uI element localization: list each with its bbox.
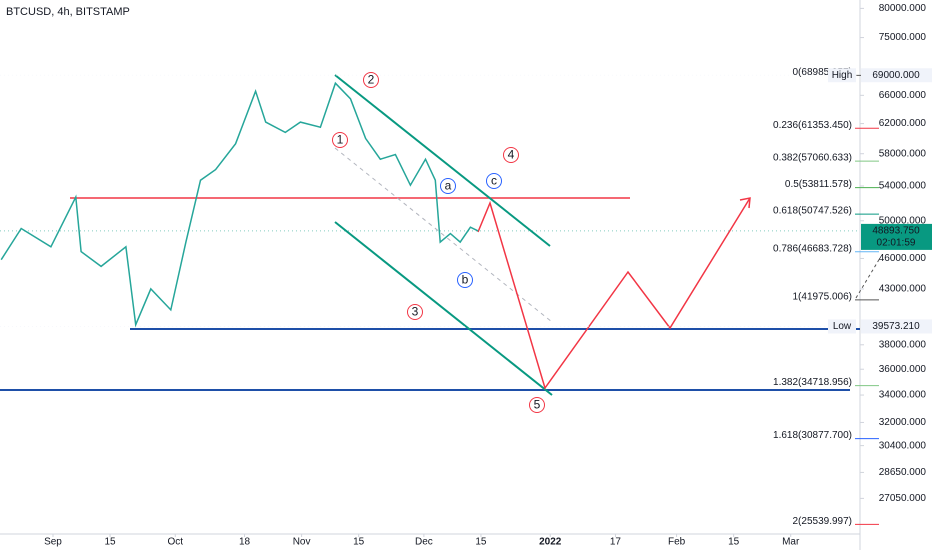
- fib-label: 0.618(50747.526): [773, 206, 852, 217]
- drawings: [0, 74, 881, 396]
- fib-label: 2(25539.997): [793, 516, 853, 527]
- channel-line: [334, 74, 551, 247]
- price-badge: [861, 319, 932, 334]
- price-badge-label: 48893.750: [872, 226, 920, 237]
- x-tick-label: Mar: [782, 537, 800, 548]
- y-tick-label: 62000.000: [879, 118, 927, 129]
- fib-label: 1.618(30877.700): [773, 430, 852, 441]
- wave-circle: [486, 173, 502, 189]
- y-tick-label: 30400.000: [879, 440, 927, 451]
- wave-circle: [440, 178, 456, 194]
- y-tick-label: 28650.000: [879, 467, 927, 478]
- fib-label: 0(68985.957): [793, 67, 853, 78]
- fib-label: 1(41975.006): [793, 291, 853, 302]
- x-tick-label: 15: [104, 537, 116, 548]
- y-tick-label: 75000.000: [879, 32, 927, 43]
- x-tick-label: Feb: [668, 537, 686, 548]
- x-tick-label: 17: [610, 537, 622, 548]
- wave-label: c: [491, 174, 497, 188]
- x-tick-label: Nov: [293, 537, 311, 548]
- x-tick-label: Oct: [167, 537, 183, 548]
- wave-circle: [529, 397, 545, 413]
- wave-circle: [503, 147, 519, 163]
- countdown: 02:01:59: [877, 238, 916, 249]
- price-badge-label: 69000.000: [872, 70, 920, 81]
- y-tick-label: 32000.000: [879, 417, 927, 428]
- wave-label: 2: [368, 73, 375, 87]
- price-line: [0, 81, 479, 328]
- wave-circle: [363, 72, 379, 88]
- fib-trend: [855, 257, 881, 299]
- y-tick-label: 66000.000: [879, 90, 927, 101]
- fib-label: 1.382(34718.956): [773, 377, 852, 388]
- price-badge: [861, 68, 932, 83]
- y-tick-label: 34000.000: [879, 390, 927, 401]
- arrow-head: [739, 197, 751, 209]
- projection: [477, 197, 751, 390]
- wave-circle: [332, 132, 348, 148]
- y-tick-label: 58000.000: [879, 148, 927, 159]
- fib-label: 0.786(46683.728): [773, 243, 852, 254]
- fib-label: 0.236(61353.450): [773, 120, 852, 131]
- x-tick-label: 2022: [539, 537, 562, 548]
- y-tick-label: 80000.000: [879, 3, 927, 14]
- price-badge: [861, 223, 932, 250]
- y-tick-label: 27050.000: [879, 493, 927, 504]
- x-tick-label: Sep: [44, 537, 62, 548]
- wave-label: 1: [337, 133, 344, 147]
- badge-tag: [828, 319, 856, 334]
- wave-label: 5: [534, 398, 541, 412]
- x-tick-label: 15: [475, 537, 487, 548]
- fib-label: 0.5(53811.578): [785, 179, 852, 190]
- wave-circle: [457, 272, 473, 288]
- badge-tag-label: High: [832, 70, 853, 81]
- mid-line: [334, 147, 553, 323]
- wave-label: b: [462, 273, 469, 287]
- x-tick-label: 18: [239, 537, 251, 548]
- y-tick-label: 36000.000: [879, 364, 927, 375]
- x-tick-label: 15: [353, 537, 365, 548]
- channel-line: [334, 221, 553, 396]
- fib-label: 0.382(57060.633): [773, 153, 852, 164]
- y-tick-label: 38000.000: [879, 339, 927, 350]
- y-tick-label: 43000.000: [879, 284, 927, 295]
- wave-label: 3: [412, 305, 419, 319]
- y-tick-label: 46000.000: [879, 253, 927, 264]
- badge-tag-label: Low: [833, 321, 852, 332]
- chart-title: BTCUSD, 4h, BITSTAMP: [6, 6, 130, 18]
- wave-label: a: [445, 179, 452, 193]
- x-tick-label: 15: [728, 537, 740, 548]
- price-badge-label: 39573.210: [872, 321, 920, 332]
- y-tick-label: 50000.000: [879, 215, 927, 226]
- y-tick-label: 54000.000: [879, 181, 927, 192]
- x-tick-label: Dec: [415, 537, 433, 548]
- wave-circle: [407, 304, 423, 320]
- badge-tag: [828, 68, 856, 83]
- wave-label: 4: [508, 148, 515, 162]
